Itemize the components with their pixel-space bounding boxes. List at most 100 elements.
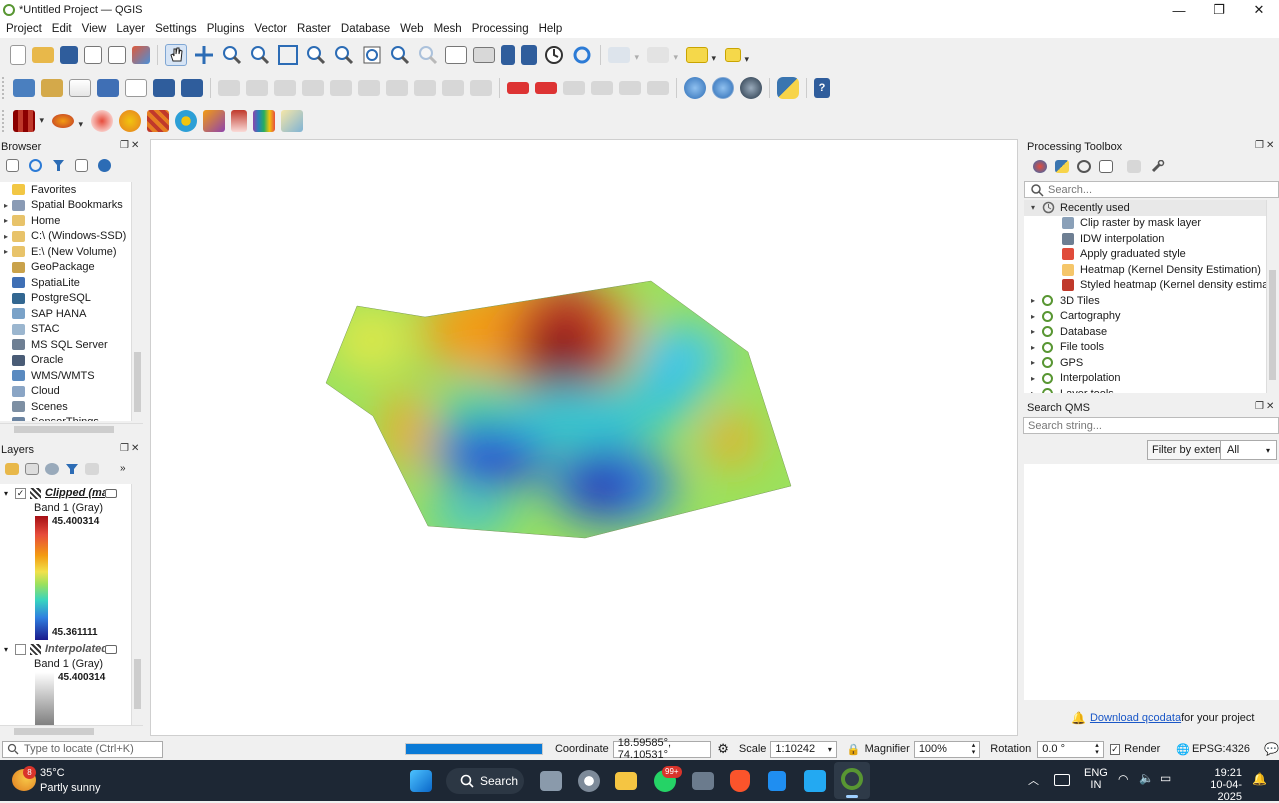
map-canvas[interactable]	[150, 139, 1018, 736]
add-raster-icon[interactable]	[153, 79, 175, 97]
edit-features-in-place-icon[interactable]	[1127, 160, 1141, 173]
filter-icon[interactable]	[52, 159, 65, 172]
layer-name[interactable]: Clipped (ma	[45, 487, 105, 499]
filter-select[interactable]: All ▾	[1220, 440, 1277, 460]
brush-icon[interactable]	[203, 110, 225, 132]
data-source-manager-icon[interactable]	[13, 79, 35, 97]
camera-icon[interactable]	[692, 772, 714, 790]
browser-item[interactable]: Scenes	[0, 399, 131, 415]
expand-arrow-icon[interactable]: ▸	[1024, 389, 1042, 393]
menu-edit[interactable]: Edit	[51, 23, 72, 35]
new-project-icon[interactable]	[10, 45, 26, 65]
security-icon[interactable]	[768, 771, 786, 791]
layer-name[interactable]: Interpolated	[45, 643, 105, 655]
browser-item[interactable]: SensorThings	[0, 415, 131, 421]
keyboard-icon[interactable]	[1054, 774, 1070, 786]
scroll-thumb[interactable]	[1269, 270, 1276, 380]
browser-item[interactable]: SpatiaLite	[0, 275, 131, 291]
new-memory-layer-icon[interactable]	[125, 79, 147, 97]
menu-layer[interactable]: Layer	[116, 23, 146, 35]
provider-group-item[interactable]: ▸ Database	[1024, 324, 1266, 340]
file-explorer-icon[interactable]	[615, 772, 637, 790]
refresh-icon[interactable]	[571, 44, 593, 66]
layers-vscroll[interactable]	[131, 484, 143, 725]
raster-style-icon[interactable]	[147, 110, 169, 132]
provider-group-item[interactable]: ▸ File tools	[1024, 340, 1266, 356]
expand-arrow-icon[interactable]: ▸	[1030, 327, 1035, 337]
minimize-button[interactable]: —	[1172, 2, 1186, 18]
refresh-icon[interactable]	[29, 159, 42, 172]
kernel-icon[interactable]	[119, 110, 141, 132]
delete-selected-icon[interactable]	[330, 80, 352, 96]
expression-filter-icon[interactable]	[85, 463, 99, 475]
locator-input[interactable]: Type to locate (Ctrl+K)	[2, 740, 163, 758]
pin-label-icon[interactable]	[535, 82, 557, 94]
label-tool-4-icon[interactable]	[647, 81, 669, 95]
redo-icon[interactable]	[470, 80, 492, 96]
zoom-last-icon[interactable]	[389, 44, 411, 66]
qgis-taskbar-button[interactable]	[834, 762, 870, 799]
maximize-button[interactable]: ❐	[1213, 2, 1225, 17]
paste-icon[interactable]	[414, 80, 436, 96]
render-checkbox[interactable]: ✓	[1109, 743, 1121, 755]
deselect-icon[interactable]	[686, 47, 716, 64]
filter-legend-icon[interactable]	[65, 463, 79, 475]
scale-select[interactable]: 1:10242 ▾	[770, 740, 837, 758]
temporal-controller-icon[interactable]	[543, 44, 565, 66]
close-button[interactable]: ✕	[1253, 2, 1265, 17]
help-icon[interactable]: ?	[814, 78, 830, 98]
menu-mesh[interactable]: Mesh	[433, 23, 462, 35]
qms-panel-controls[interactable]: ❐✕	[1255, 401, 1277, 412]
new-shapefile-icon[interactable]	[69, 79, 91, 97]
expand-arrow-icon[interactable]: ▸	[1030, 296, 1035, 306]
collapse-arrow-icon[interactable]: ▾	[3, 488, 8, 498]
raster-calc-icon[interactable]	[13, 110, 44, 132]
coordinate-field[interactable]: 18.59585°, 74.10531°	[612, 737, 712, 761]
menu-raster[interactable]: Raster	[297, 23, 331, 35]
menu-processing[interactable]: Processing	[471, 23, 529, 35]
expand-arrow-icon[interactable]: ▸	[1030, 311, 1035, 321]
crs-button[interactable]: EPSG:4326	[1191, 743, 1251, 755]
speaker-icon[interactable]: 🔈	[1139, 771, 1154, 785]
layout-manager-icon[interactable]	[108, 46, 126, 64]
menu-plugins[interactable]: Plugins	[206, 23, 245, 35]
recent-algorithm-item[interactable]: Apply graduated style	[1024, 247, 1266, 263]
menu-database[interactable]: Database	[340, 23, 391, 35]
zoom-native-icon[interactable]	[361, 44, 383, 66]
scroll-thumb[interactable]	[134, 352, 141, 412]
zoom-to-selection-icon[interactable]	[305, 44, 327, 66]
layer-visibility-checkbox[interactable]: ✓	[15, 487, 26, 499]
manage-visibility-icon[interactable]	[45, 463, 59, 475]
results-viewer-icon[interactable]	[1099, 160, 1113, 173]
processing-vscroll[interactable]	[1266, 200, 1278, 393]
provider-group-item[interactable]: ▸ GPS	[1024, 355, 1266, 371]
browser-item[interactable]: ▸ E:\ (New Volume)	[0, 244, 131, 260]
weather-temp[interactable]: 35°C	[40, 767, 65, 779]
browser-item[interactable]: Favorites	[0, 182, 131, 198]
chevron-up-icon[interactable]: ︿	[1028, 775, 1039, 787]
new-3d-view-icon[interactable]	[473, 47, 495, 63]
collapse-arrow-icon[interactable]: ▾	[3, 644, 8, 654]
language-indicator[interactable]: ENG IN	[1084, 767, 1108, 791]
expand-arrow-icon[interactable]: ▸	[3, 200, 8, 210]
layers-hscroll[interactable]	[0, 725, 143, 737]
qms-icon[interactable]	[712, 77, 734, 99]
rotation-spinbox[interactable]: 0.0 ° ▴ ▾	[1037, 740, 1104, 758]
browser-item[interactable]: Cloud	[0, 384, 131, 400]
spectrum-icon[interactable]	[253, 110, 275, 132]
label-tool-3-icon[interactable]	[619, 81, 641, 95]
pan-icon[interactable]	[165, 44, 187, 66]
zoom-full-icon[interactable]	[277, 44, 299, 66]
processing-panel-controls[interactable]: ❐✕	[1255, 140, 1277, 151]
menu-help[interactable]: Help	[538, 23, 563, 35]
browser-item[interactable]: GeoPackage	[0, 260, 131, 276]
recent-algorithm-item[interactable]: Clip raster by mask layer	[1024, 216, 1266, 232]
brave-browser-icon[interactable]	[730, 770, 750, 792]
filter-by-extent-button[interactable]: Filter by extent	[1147, 440, 1230, 460]
layer-indicator-icon[interactable]	[105, 644, 117, 654]
qms-search-input[interactable]: Search string...	[1023, 417, 1279, 434]
provider-group-item[interactable]: ▸ Interpolation	[1024, 371, 1266, 387]
expand-arrow-icon[interactable]: ▸	[1030, 342, 1035, 352]
browser-panel-controls[interactable]: ❐✕	[120, 140, 142, 151]
task-view-icon[interactable]	[540, 771, 562, 791]
